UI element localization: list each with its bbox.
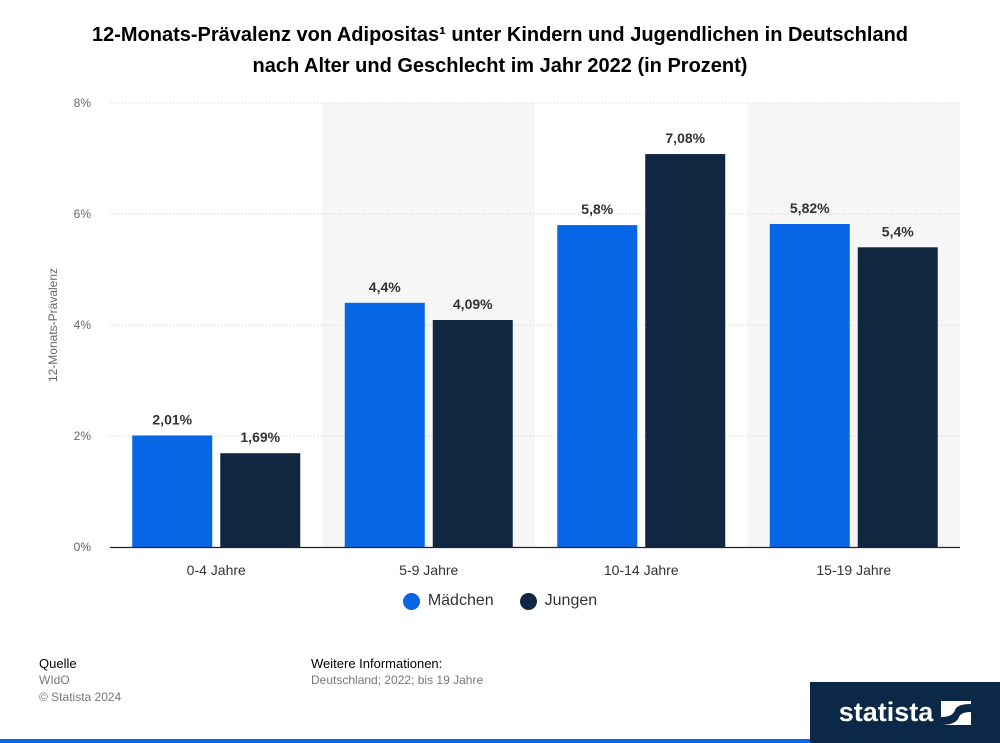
- bar-maedchen: [557, 225, 638, 547]
- data-label: 4,09%: [453, 296, 493, 312]
- source-heading: Quelle: [39, 656, 77, 671]
- bar-chart: 0% 2% 4% 6% 8% 12-Monats-Prävalenz 2,01% 1,69% 0…: [46, 96, 960, 578]
- statista-logo-icon: [941, 700, 972, 725]
- info-text: Deutschland; 2022; bis 19 Jahre: [311, 673, 484, 687]
- x-tick-label: 5-9 Jahre: [399, 562, 458, 578]
- legend-dot-jungen: [519, 592, 537, 610]
- source-link[interactable]: WIdO: [39, 673, 70, 687]
- y-axis-title: 12-Monats-Prävalenz: [46, 268, 60, 382]
- legend-label-jungen: Jungen: [544, 592, 598, 609]
- data-label: 7,08%: [665, 130, 705, 146]
- chart-legend: Mädchen Jungen: [0, 592, 1000, 610]
- y-tick-label: 6%: [74, 207, 92, 221]
- data-label: 2,01%: [152, 411, 192, 427]
- bar-maedchen: [344, 302, 425, 547]
- data-label: 5,82%: [790, 200, 830, 216]
- data-label: 1,69%: [240, 429, 280, 445]
- legend-item-maedchen[interactable]: Mädchen: [402, 592, 494, 610]
- y-tick-label: 0%: [74, 540, 92, 554]
- x-tick-label: 0-4 Jahre: [187, 562, 246, 578]
- bar-jungen: [220, 453, 301, 547]
- brand-name: statista: [838, 697, 934, 727]
- data-label: 5,4%: [882, 223, 914, 239]
- info-block: Weitere Informationen: Deutschland; 2022…: [311, 655, 483, 689]
- x-tick-label: 10-14 Jahre: [604, 562, 679, 578]
- bar-jungen: [857, 247, 938, 548]
- data-label: 4,4%: [369, 279, 401, 295]
- y-tick-label: 8%: [74, 96, 92, 110]
- chart-title: 12-Monats-Prävalenz von Adipositas¹ unte…: [91, 24, 909, 77]
- bar-maedchen: [769, 223, 850, 548]
- brand-bar: [0, 739, 1000, 743]
- data-label: 5,8%: [581, 201, 613, 217]
- info-heading: Weitere Informationen:: [311, 656, 443, 671]
- copyright-text: © Statista 2024: [39, 690, 122, 704]
- legend-label-maedchen: Mädchen: [427, 592, 494, 609]
- legend-item-jungen[interactable]: Jungen: [519, 592, 598, 610]
- y-tick-label: 2%: [74, 429, 92, 443]
- y-tick-label: 4%: [74, 318, 92, 332]
- legend-dot-maedchen: [402, 592, 420, 610]
- bar-maedchen: [132, 435, 213, 547]
- source-block: Quelle WIdO © Statista 2024: [39, 655, 121, 706]
- statista-logo[interactable]: statista: [810, 682, 1000, 743]
- bar-jungen: [432, 320, 513, 547]
- bar-jungen: [645, 154, 726, 547]
- x-tick-label: 15-19 Jahre: [816, 562, 891, 578]
